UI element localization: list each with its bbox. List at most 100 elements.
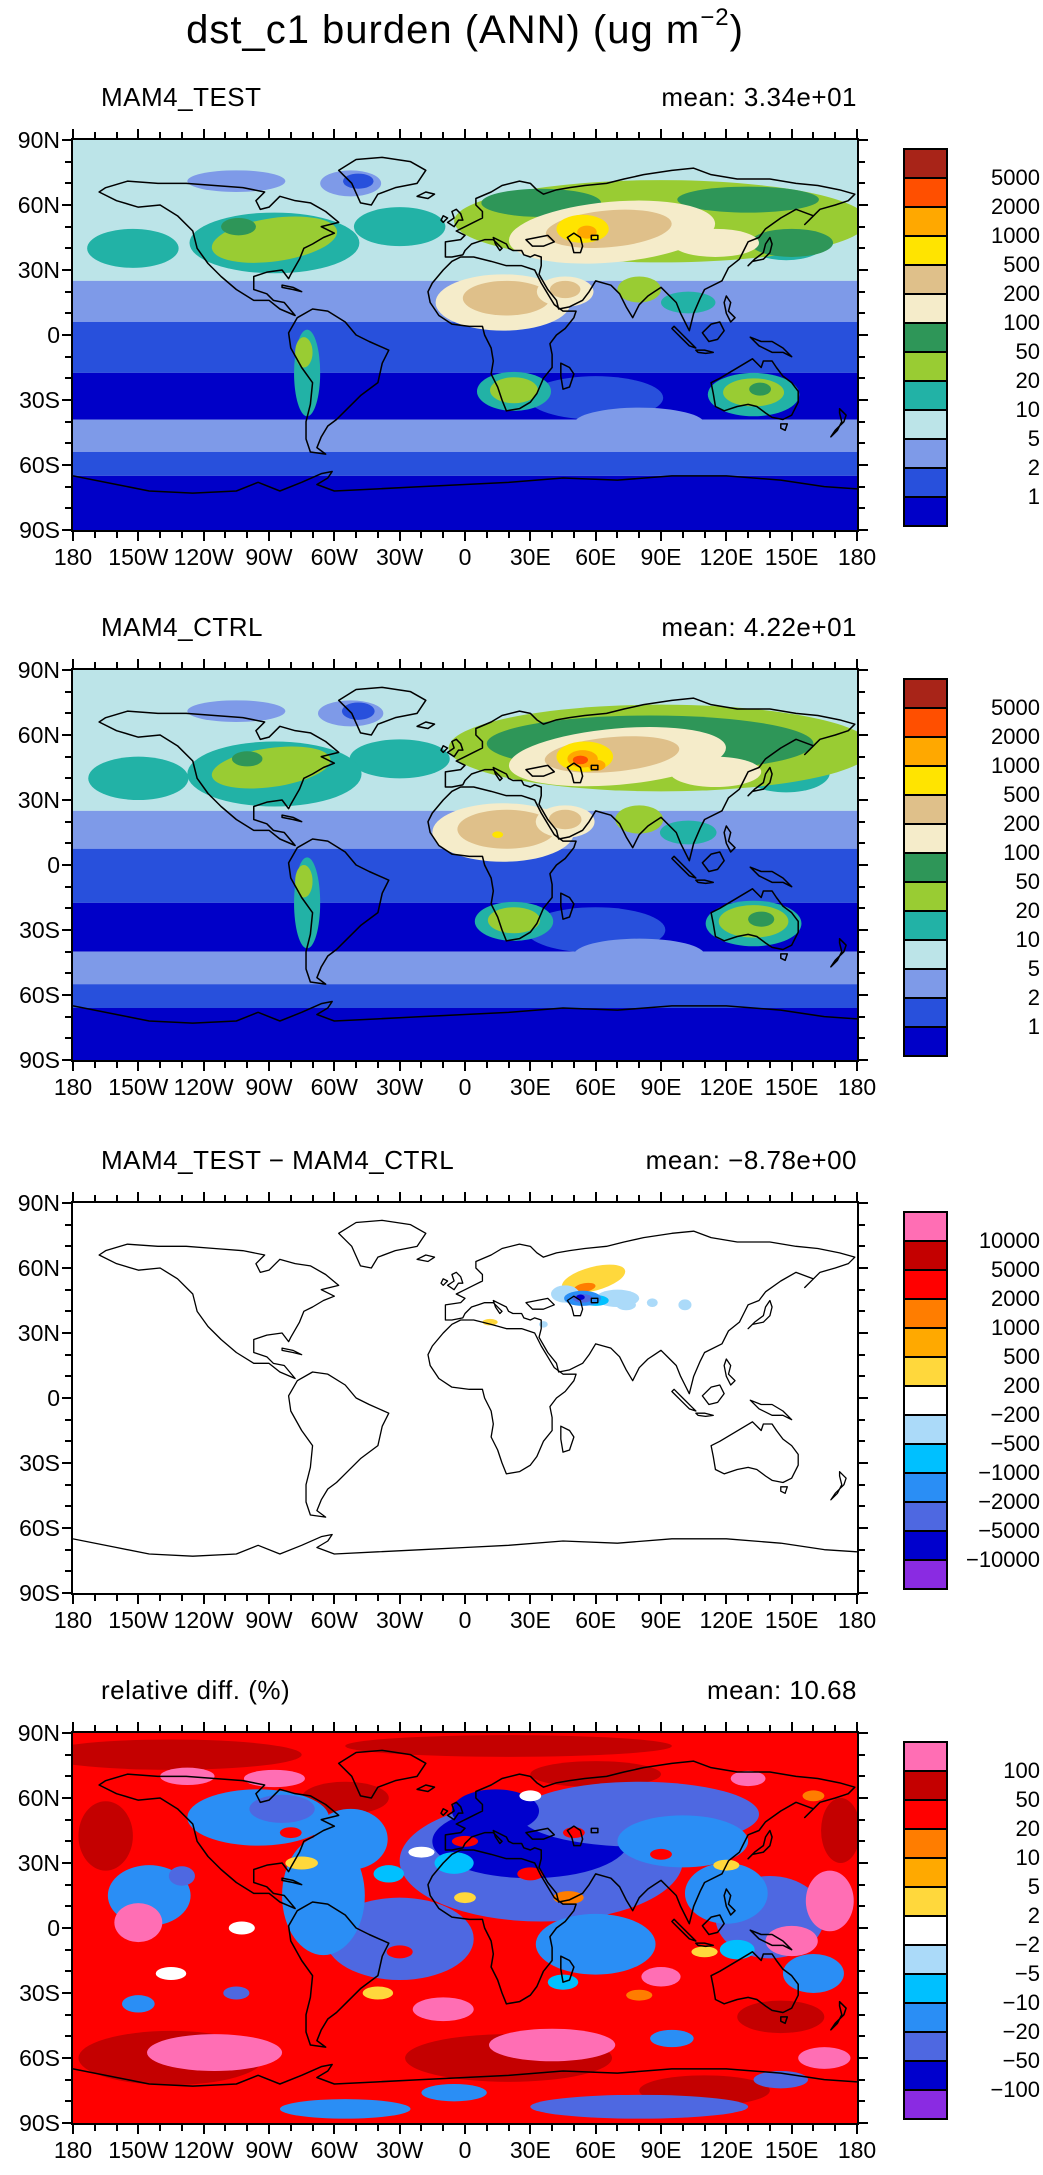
lon-tick	[224, 132, 227, 138]
lat-tick-label: 30N	[17, 257, 60, 283]
lon-tick	[72, 1722, 74, 1731]
lon-tick	[747, 1595, 750, 1601]
lon-tick	[660, 1062, 662, 1071]
lon-tick	[355, 2125, 358, 2131]
lon-tick-label: 0	[458, 1074, 472, 1100]
lon-tick-label: 60W	[310, 1607, 358, 1633]
lon-tick	[551, 1062, 554, 1068]
colorbar-tick-label: −10	[1002, 1990, 1040, 2015]
lon-tick-label: 60E	[575, 1074, 617, 1100]
lat-tick	[65, 1375, 71, 1378]
lat-tick	[859, 820, 865, 823]
lat-tick	[65, 1840, 71, 1843]
world-map-svg	[73, 140, 857, 530]
lat-tick	[62, 1527, 71, 1529]
lat-tick	[859, 1310, 865, 1313]
colorbar-tick-label: 10	[1015, 397, 1040, 422]
lon-tick	[115, 1595, 118, 1601]
lat-tick	[859, 442, 865, 445]
lon-tick	[529, 1192, 532, 1201]
lon-tick	[856, 1062, 858, 1071]
lon-tick	[507, 662, 510, 668]
lon-tick	[159, 132, 162, 138]
world-map-svg	[73, 1733, 857, 2123]
lon-tick-label: 0	[458, 2137, 472, 2163]
lat-tick	[859, 464, 868, 466]
lon-tick	[202, 1192, 205, 1201]
lon-tick	[289, 1595, 292, 1601]
lon-tick	[180, 1062, 183, 1068]
lon-tick	[812, 2125, 815, 2131]
lat-tick	[859, 1267, 868, 1269]
lon-tick	[420, 1195, 423, 1201]
colorbar-swatch	[903, 1828, 948, 1859]
colorbar-1: 5000 2000 1000 500 200 100 50 20 10 5 2 1	[903, 148, 1043, 529]
lon-tick-label: 180	[837, 1607, 877, 1633]
lat-tick-label: 30S	[19, 387, 60, 413]
lat-tick	[65, 160, 71, 163]
lat-tick	[859, 2035, 865, 2038]
lon-tick	[246, 1062, 249, 1068]
lon-tick	[72, 1595, 74, 1604]
lon-tick	[790, 532, 793, 541]
lon-tick	[747, 2125, 750, 2131]
lon-tick	[376, 2125, 379, 2131]
lon-tick	[638, 1062, 641, 1068]
lon-tick	[289, 1062, 292, 1068]
lon-tick	[224, 1062, 227, 1068]
lon-tick-label: 90W	[245, 2137, 293, 2163]
lon-tick	[551, 132, 554, 138]
colorbar-tick-label: −200	[990, 1402, 1040, 1427]
lon-tick	[376, 662, 379, 668]
lon-tick	[420, 1062, 423, 1068]
lat-tick-label: 60N	[17, 722, 60, 748]
colorbar-4: 100 50 20 10 5 2 −2 −5 −10 −20 −50 −100	[903, 1741, 1043, 2122]
lon-tick	[398, 532, 401, 541]
lon-tick	[355, 1195, 358, 1201]
lon-tick	[72, 129, 74, 138]
lon-tick	[529, 659, 532, 668]
lat-tick-label: 90S	[19, 1580, 60, 1606]
lon-tick	[747, 132, 750, 138]
title-close: )	[729, 8, 744, 52]
lon-tick	[660, 1595, 662, 1604]
lon-tick	[398, 2125, 401, 2134]
lon-tick	[420, 1595, 423, 1601]
colorbar-tick-label: 1000	[991, 223, 1040, 248]
lat-tick-label: 90S	[19, 2110, 60, 2136]
lon-tick	[420, 1725, 423, 1731]
lon-tick	[464, 1192, 466, 1201]
lon-tick-label: 180	[53, 2137, 93, 2163]
lat-tick	[65, 1505, 71, 1508]
lat-tick	[859, 2078, 865, 2081]
lon-tick	[812, 662, 815, 668]
lon-tick	[311, 1062, 314, 1068]
lat-tick	[859, 1245, 865, 1248]
lat-tick	[859, 1397, 868, 1399]
lon-tick-label: 30W	[376, 1607, 424, 1633]
panel-mean-label: mean: 10.68	[706, 1675, 857, 1705]
colorbar-swatch	[903, 1385, 948, 1416]
lat-tick	[65, 1353, 71, 1356]
lon-tick	[464, 1722, 466, 1731]
lon-tick-label: 90E	[640, 1607, 682, 1633]
lat-tick-label: 60S	[19, 2045, 60, 2071]
colorbar-tick-label: −100	[990, 2077, 1040, 2102]
lat-tick	[859, 204, 868, 206]
colorbar-tick-label: 200	[1003, 1373, 1040, 1398]
colorbar-tick-label: 2000	[991, 1286, 1040, 1311]
lat-tick	[65, 1288, 71, 1291]
lon-tick-label: 90E	[640, 2137, 682, 2163]
lon-tick	[572, 1195, 575, 1201]
lat-tick	[62, 529, 71, 531]
lon-tick	[464, 129, 466, 138]
lat-tick	[65, 2078, 71, 2081]
lat-tick	[65, 1753, 71, 1756]
lat-tick	[62, 2122, 71, 2124]
colorbar-swatch	[903, 1327, 948, 1358]
lon-tick	[594, 129, 597, 138]
lon-tick	[311, 132, 314, 138]
lon-tick	[268, 532, 270, 541]
lat-tick	[65, 420, 71, 423]
lon-tick	[485, 1195, 488, 1201]
